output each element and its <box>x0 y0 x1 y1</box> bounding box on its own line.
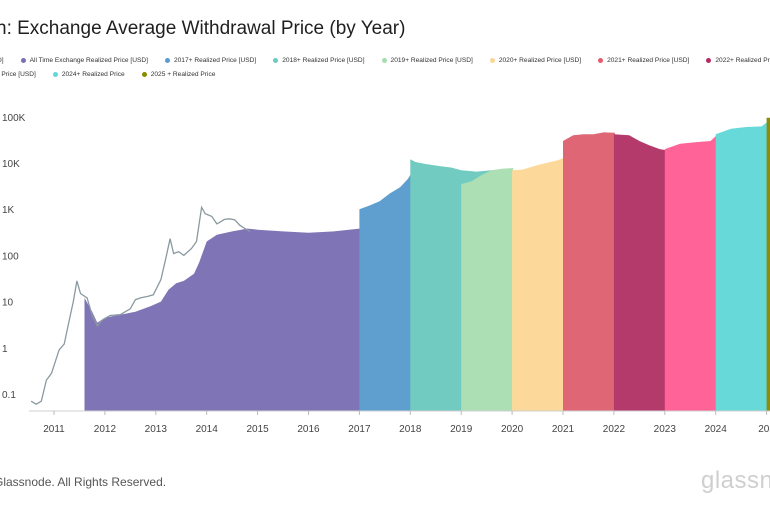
x-tick-label-2012: 2012 <box>94 424 117 435</box>
legend-label: 2020+ Realized Price [USD] <box>498 57 582 64</box>
area-series-9 <box>766 117 770 411</box>
area-series-0 <box>84 227 361 411</box>
legend-label: 2021+ Realized Price [USD] <box>607 57 690 64</box>
copyright-footer: Glassnode. All Rights Reserved. <box>0 475 167 489</box>
legend-label: 2024+ Realized Price <box>61 71 125 78</box>
area-series-1 <box>359 173 412 411</box>
legend-label: [USD] <box>0 57 4 64</box>
area-series-5 <box>563 132 615 411</box>
legend-item[interactable]: 2018+ Realized Price [USD] <box>273 56 365 66</box>
x-tick-label-2021: 2021 <box>552 424 575 435</box>
legend-dot-icon <box>381 57 387 63</box>
area-series-7 <box>664 135 717 411</box>
legend-item[interactable]: All Time Exchange Realized Price [USD] <box>20 56 148 66</box>
legend-dot-icon <box>20 57 26 63</box>
chart-title: n: Exchange Average Withdrawal Price (by… <box>0 18 406 39</box>
legend-item[interactable]: 2022+ Realized Price [USD] <box>706 56 770 66</box>
y-tick-label-10: 10 <box>2 298 14 309</box>
area-series-8 <box>715 121 768 411</box>
price-line <box>30 205 251 405</box>
legend-row-2: lized Price [USD] 2024+ Realized Price 202… <box>0 70 232 80</box>
legend-label: lized Price [USD] <box>0 71 36 78</box>
legend-dot-icon <box>706 57 712 63</box>
area-series-6 <box>613 134 666 411</box>
area-series-3 <box>461 168 514 411</box>
legend-dot-icon <box>164 57 170 63</box>
legend-item[interactable]: lized Price [USD] <box>0 70 36 80</box>
y-tick-label-0.1: 0.1 <box>2 390 16 401</box>
legend-label: 2017+ Realized Price [USD] <box>173 57 257 64</box>
x-tick-label-2013: 2013 <box>145 424 168 435</box>
x-tick-label-2023: 2023 <box>654 424 677 435</box>
y-tick-label-10K: 10K <box>2 159 20 170</box>
x-tick-label-2011: 2011 <box>43 424 65 435</box>
legend-item[interactable]: 2021+ Realized Price [USD] <box>598 56 689 66</box>
area-series-4 <box>512 157 564 411</box>
legend-label: 2018+ Realized Price [USD] <box>282 57 365 64</box>
x-tick-label-202: 202 <box>758 424 770 435</box>
x-tick-label-2022: 2022 <box>603 424 626 435</box>
legend-dot-icon <box>489 57 495 63</box>
legend-item[interactable]: 2025 + Realized Price <box>141 70 216 80</box>
y-tick-label-1K: 1K <box>2 205 15 216</box>
legend-dot-icon <box>52 71 58 77</box>
x-tick-label-2017: 2017 <box>348 424 371 435</box>
y-tick-label-100K: 100K <box>2 113 26 124</box>
x-tick-label-2016: 2016 <box>297 424 320 435</box>
y-tick-label-1: 1 <box>2 344 8 355</box>
legend-row-1: [USD] All Time Exchange Realized Price [U… <box>0 56 770 66</box>
legend-dot-icon <box>598 57 604 63</box>
legend-item[interactable]: [USD] <box>0 56 4 66</box>
x-tick-label-2020: 2020 <box>501 424 524 435</box>
legend-item[interactable]: 2019+ Realized Price [USD] <box>381 56 473 66</box>
watermark-logo: glassno <box>701 467 770 494</box>
legend-label: 2022+ Realized Price [USD] <box>715 57 770 64</box>
x-tick-label-2024: 2024 <box>705 424 728 435</box>
legend-dot-icon <box>141 71 147 77</box>
legend-item[interactable]: 2024+ Realized Price <box>52 70 125 80</box>
y-tick-label-100: 100 <box>2 251 19 262</box>
legend-label: 2025 + Realized Price <box>150 71 216 78</box>
legend-dot-icon <box>273 57 279 63</box>
x-tick-label-2018: 2018 <box>399 424 422 435</box>
legend-item[interactable]: 2020+ Realized Price [USD] <box>489 56 582 66</box>
x-tick-label-2019: 2019 <box>450 424 473 435</box>
x-tick-label-2015: 2015 <box>246 424 269 435</box>
legend-label: All Time Exchange Realized Price [USD] <box>29 57 148 64</box>
legend-item[interactable]: 2017+ Realized Price [USD] <box>164 56 257 66</box>
x-tick-label-2014: 2014 <box>196 424 219 435</box>
legend-label: 2019+ Realized Price [USD] <box>390 57 473 64</box>
